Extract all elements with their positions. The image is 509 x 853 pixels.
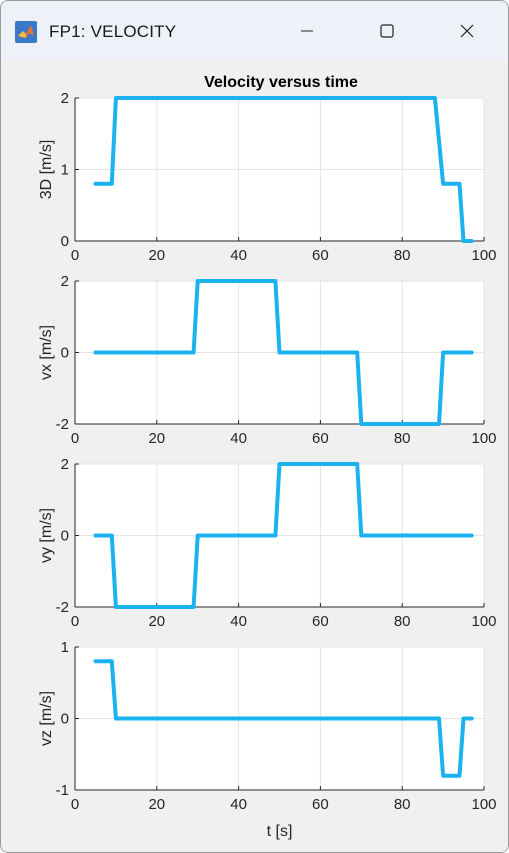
velocity-line bbox=[93, 96, 474, 243]
y-tick-label: 0 bbox=[61, 528, 69, 545]
axes-panel-1: 0 20 40 60 80 100 0 1 2 3D [m/s] bbox=[38, 90, 497, 264]
minimize-icon bbox=[301, 30, 313, 32]
x-tick-label: 40 bbox=[230, 796, 247, 813]
x-tick-label: 0 bbox=[71, 247, 79, 264]
x-tick-label: 0 bbox=[71, 613, 79, 630]
x-tick-label: 40 bbox=[230, 430, 247, 447]
y-tick-label: 1 bbox=[61, 639, 69, 656]
y-tick-label: 0 bbox=[61, 345, 69, 362]
y-tick-label: 0 bbox=[61, 233, 69, 250]
maximize-icon bbox=[380, 24, 394, 38]
y-tick-label: 0 bbox=[61, 711, 69, 728]
y-tick-label: 2 bbox=[61, 90, 69, 107]
title-bar[interactable]: FP1: VELOCITY bbox=[1, 1, 508, 59]
y-axis-label: 3D [m/s] bbox=[38, 140, 55, 200]
matlab-logo-icon bbox=[15, 21, 37, 43]
x-tick-label: 20 bbox=[148, 430, 165, 447]
x-tick-label: 40 bbox=[230, 247, 247, 264]
x-tick-label: 100 bbox=[471, 247, 496, 264]
x-tick-label: 60 bbox=[312, 247, 329, 264]
x-axis-label: t [s] bbox=[267, 823, 293, 840]
velocity-line bbox=[93, 279, 474, 426]
x-tick-label: 20 bbox=[148, 796, 165, 813]
x-tick-label: 40 bbox=[230, 613, 247, 630]
x-tick-label: 60 bbox=[312, 430, 329, 447]
chart-title: Velocity versus time bbox=[204, 74, 358, 91]
x-tick-label: 20 bbox=[148, 247, 165, 264]
x-tick-label: 80 bbox=[394, 430, 411, 447]
close-button[interactable] bbox=[444, 13, 490, 49]
y-tick-label: -2 bbox=[56, 416, 69, 433]
x-tick-label: 60 bbox=[312, 613, 329, 630]
y-tick-label: 1 bbox=[61, 162, 69, 179]
x-tick-label: 80 bbox=[394, 613, 411, 630]
close-icon bbox=[460, 24, 474, 38]
x-tick-label: 80 bbox=[394, 796, 411, 813]
velocity-line bbox=[93, 462, 474, 609]
window-title: FP1: VELOCITY bbox=[49, 22, 177, 41]
y-tick-label: 2 bbox=[61, 273, 69, 290]
x-tick-label: 80 bbox=[394, 247, 411, 264]
minimize-button[interactable] bbox=[284, 13, 330, 49]
y-axis-label: vz [m/s] bbox=[38, 691, 55, 746]
x-tick-label: 100 bbox=[471, 430, 496, 447]
y-tick-label: -2 bbox=[56, 599, 69, 616]
y-tick-label: 2 bbox=[61, 456, 69, 473]
x-tick-label: 20 bbox=[148, 613, 165, 630]
x-tick-label: 0 bbox=[71, 430, 79, 447]
y-axis-label: vx [m/s] bbox=[38, 325, 55, 380]
y-axis-label: vy [m/s] bbox=[38, 508, 55, 563]
x-tick-label: 100 bbox=[471, 796, 496, 813]
y-tick-label: -1 bbox=[56, 782, 69, 799]
x-tick-label: 60 bbox=[312, 796, 329, 813]
x-tick-label: 100 bbox=[471, 613, 496, 630]
maximize-button[interactable] bbox=[364, 13, 410, 49]
velocity-line bbox=[93, 659, 474, 778]
x-tick-label: 0 bbox=[71, 796, 79, 813]
